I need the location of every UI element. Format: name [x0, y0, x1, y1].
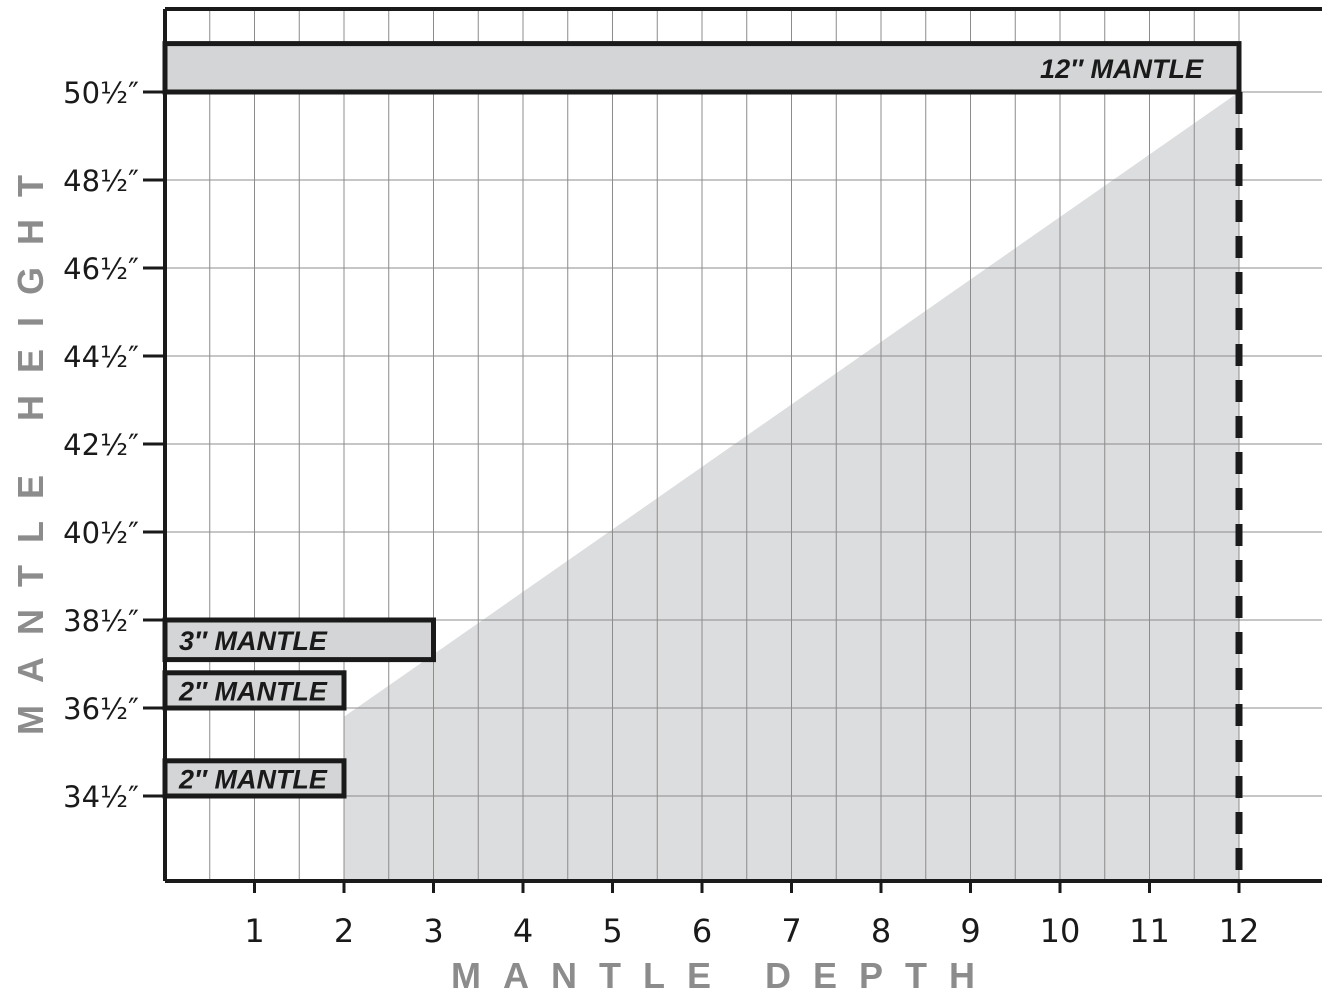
- y-tick-label: 50½″: [63, 76, 139, 110]
- tick-labels-layer: 1 2 3 4 5 6 7 8 9 10 11 1234½″36½″38½″40½″42½″44½″4…: [63, 76, 1259, 950]
- x-tick-label: 1: [244, 912, 264, 950]
- mantle-box: 2″ MANTLE: [162, 670, 347, 711]
- y-tick-label: 44½″: [63, 340, 139, 374]
- y-tick-label: 36½″: [63, 692, 139, 726]
- y-tick-label: 40½″: [63, 516, 139, 550]
- y-tick-label: 48½″: [63, 164, 139, 198]
- mantle-label: 2″ MANTLE: [178, 676, 328, 706]
- x-tick-label: 12: [1219, 912, 1260, 950]
- mantle-box: 3″ MANTLE: [162, 617, 436, 663]
- mantle-box: 12″ MANTLE: [162, 41, 1242, 95]
- x-tick-label: 5: [602, 912, 622, 950]
- mantle-rect: [162, 41, 1242, 95]
- x-tick-label: 10: [1040, 912, 1081, 950]
- mantle-label: 12″ MANTLE: [1040, 54, 1204, 84]
- grid-layer: [165, 9, 1322, 881]
- mantle-rect: [162, 670, 347, 711]
- x-tick-label: 6: [692, 912, 712, 950]
- y-tick-label: 38½″: [63, 604, 139, 638]
- x-tick-label: 3: [423, 912, 443, 950]
- x-tick-label: 11: [1129, 912, 1170, 950]
- mantle-rect: [162, 758, 347, 799]
- y-tick-label: 46½″: [63, 252, 139, 286]
- y-tick-label: 42½″: [63, 428, 139, 462]
- x-axis-title: MANTLE DEPTH: [451, 955, 997, 996]
- x-tick-label: 9: [960, 912, 980, 950]
- mantle-rect: [162, 617, 436, 663]
- y-axis-title: MANTLE HEIGHT: [10, 153, 51, 735]
- mantle-label: 3″ MANTLE: [179, 626, 328, 656]
- x-tick-label: 2: [334, 912, 354, 950]
- x-tick-label: 7: [781, 912, 801, 950]
- y-tick-label: 34½″: [63, 780, 139, 814]
- mantle-label: 2″ MANTLE: [178, 764, 328, 794]
- mantles-layer: 12″ MANTLE 3″ MANTLE 2″ MANTLE 2″ MANTLE: [162, 41, 1242, 799]
- mantle-box: 2″ MANTLE: [162, 758, 347, 799]
- x-tick-label: 8: [871, 912, 891, 950]
- x-tick-label: 4: [513, 912, 533, 950]
